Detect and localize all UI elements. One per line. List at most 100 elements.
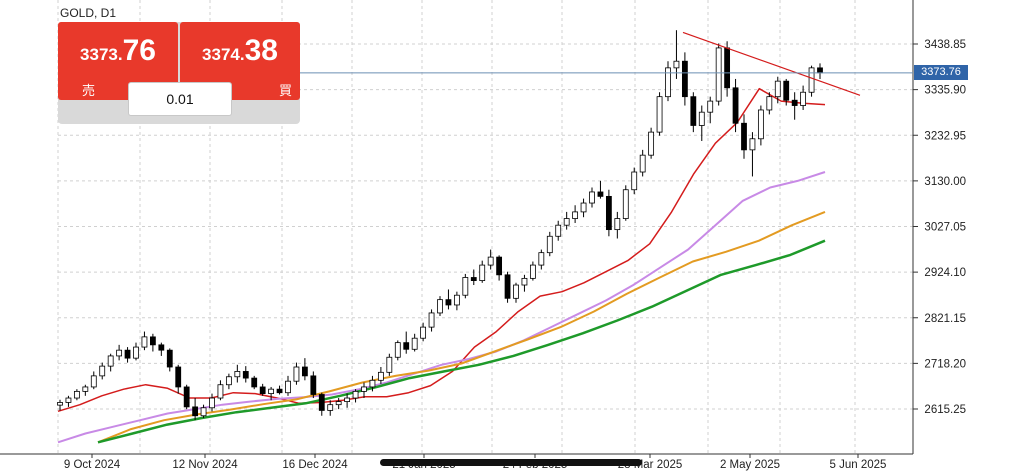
candles: [57, 30, 823, 421]
buy-price: 3374.38: [180, 34, 300, 68]
candle-body-71: [656, 96, 663, 133]
candle-body-44: [428, 312, 435, 328]
y-label-2: 3232.95: [924, 130, 966, 142]
candle-body-20: [225, 376, 232, 386]
candle-body-90: [817, 67, 823, 74]
candle-body-29: [301, 366, 308, 377]
candle-body-31: [318, 394, 325, 411]
candle-body-78: [715, 47, 722, 102]
candle-body-25: [268, 388, 275, 394]
candle-body-66: [614, 218, 621, 231]
candle-body-54: [513, 284, 519, 299]
candle-body-56: [529, 264, 536, 279]
candle-body-80: [732, 87, 739, 124]
candle-body-70: [648, 131, 655, 156]
sell-price: 3373.76: [58, 34, 178, 68]
candle-body-23: [251, 377, 258, 388]
candle-body-28: [293, 366, 300, 382]
symbol-title: GOLD, D1: [60, 6, 117, 20]
y-label-4: 3027.05: [924, 222, 966, 234]
y-label-0: 3438.85: [924, 39, 966, 51]
series-ma_orange: [97, 210, 826, 444]
candle-body-16: [192, 406, 199, 417]
candle-body-62: [580, 202, 587, 213]
series-ma_violet: [57, 171, 826, 444]
candle-body-19: [217, 384, 224, 399]
candle-body-48: [462, 277, 469, 296]
candle-body-36: [361, 386, 367, 392]
moving-averages: [57, 87, 826, 444]
candle-body-81: [741, 122, 747, 151]
candle-body-57: [538, 252, 545, 266]
candle-body-39: [386, 356, 393, 373]
candle-body-10: [141, 336, 148, 348]
candle-body-27: [285, 380, 291, 394]
candle-body-49: [470, 277, 477, 281]
sell-button[interactable]: 3373.76 売: [58, 22, 178, 100]
candle-body-5: [99, 365, 106, 377]
candle-body-52: [496, 256, 503, 276]
candle-body-41: [403, 342, 410, 350]
series-trendline: [682, 31, 861, 96]
candle-body-47: [453, 294, 460, 306]
candle-body-83: [757, 109, 764, 140]
candle-body-64: [597, 191, 604, 197]
candle-body-75: [690, 96, 697, 126]
candle-body-82: [749, 138, 756, 151]
candle-body-24: [259, 386, 266, 394]
candle-body-61: [572, 211, 579, 219]
candle-body-35: [352, 390, 359, 399]
candle-body-4: [90, 375, 97, 388]
candle-body-32: [327, 404, 334, 411]
price-axis[interactable]: 3438.85 3335.90 3232.95 3130.00 3027.05 2924.…: [913, 39, 966, 416]
y-label-1: 3335.90: [924, 85, 966, 97]
candle-body-87: [791, 99, 798, 106]
chart-scrollbar[interactable]: [380, 459, 642, 466]
candle-body-51: [487, 256, 494, 266]
candle-body-60: [563, 218, 570, 226]
candle-body-0: [57, 402, 63, 406]
candle-body-7: [116, 349, 123, 357]
candle-body-79: [724, 47, 731, 89]
candle-body-30: [310, 375, 317, 395]
one-click-trading-panel: 3373.76 売 3374.38 買 0.01: [58, 22, 300, 124]
x-label-6: 2 May 2025: [720, 459, 780, 471]
x-label-2: 16 Dec 2024: [282, 459, 348, 471]
sell-label: 売: [82, 83, 96, 98]
candle-body-26: [276, 388, 283, 394]
x-label-0: 9 Oct 2024: [64, 459, 121, 471]
candle-body-13: [166, 349, 173, 368]
candle-body-6: [107, 355, 114, 367]
candle-body-40: [394, 342, 401, 358]
candle-body-38: [377, 371, 384, 381]
candle-body-76: [698, 111, 705, 126]
candle-body-88: [800, 91, 807, 106]
candle-body-53: [504, 274, 511, 299]
candle-body-3: [82, 386, 89, 392]
y-label-5: 2924.10: [924, 267, 966, 279]
candle-body-1: [65, 397, 72, 403]
candle-body-59: [555, 224, 562, 237]
x-label-7: 5 Jun 2025: [830, 459, 887, 471]
candle-body-85: [774, 80, 781, 98]
candle-body-58: [546, 235, 553, 254]
candle-body-69: [639, 154, 646, 173]
buy-price-big: 38: [244, 34, 278, 67]
candle-body-12: [158, 344, 165, 351]
candle-body-11: [149, 336, 156, 346]
candle-body-43: [420, 326, 427, 339]
candle-body-15: [183, 386, 190, 408]
y-label-7: 2718.20: [924, 358, 966, 370]
trendline-group[interactable]: [682, 31, 861, 96]
lot-size-input[interactable]: 0.01: [128, 82, 232, 116]
y-label-3: 3130.00: [924, 176, 966, 188]
candle-body-74: [681, 60, 688, 98]
sell-price-big: 76: [122, 34, 156, 67]
candle-body-17: [200, 407, 207, 417]
candle-body-22: [242, 371, 249, 379]
candle-body-18: [209, 397, 215, 409]
candle-body-8: [124, 349, 131, 359]
buy-label: 買: [278, 83, 292, 98]
candle-body-86: [783, 80, 790, 101]
